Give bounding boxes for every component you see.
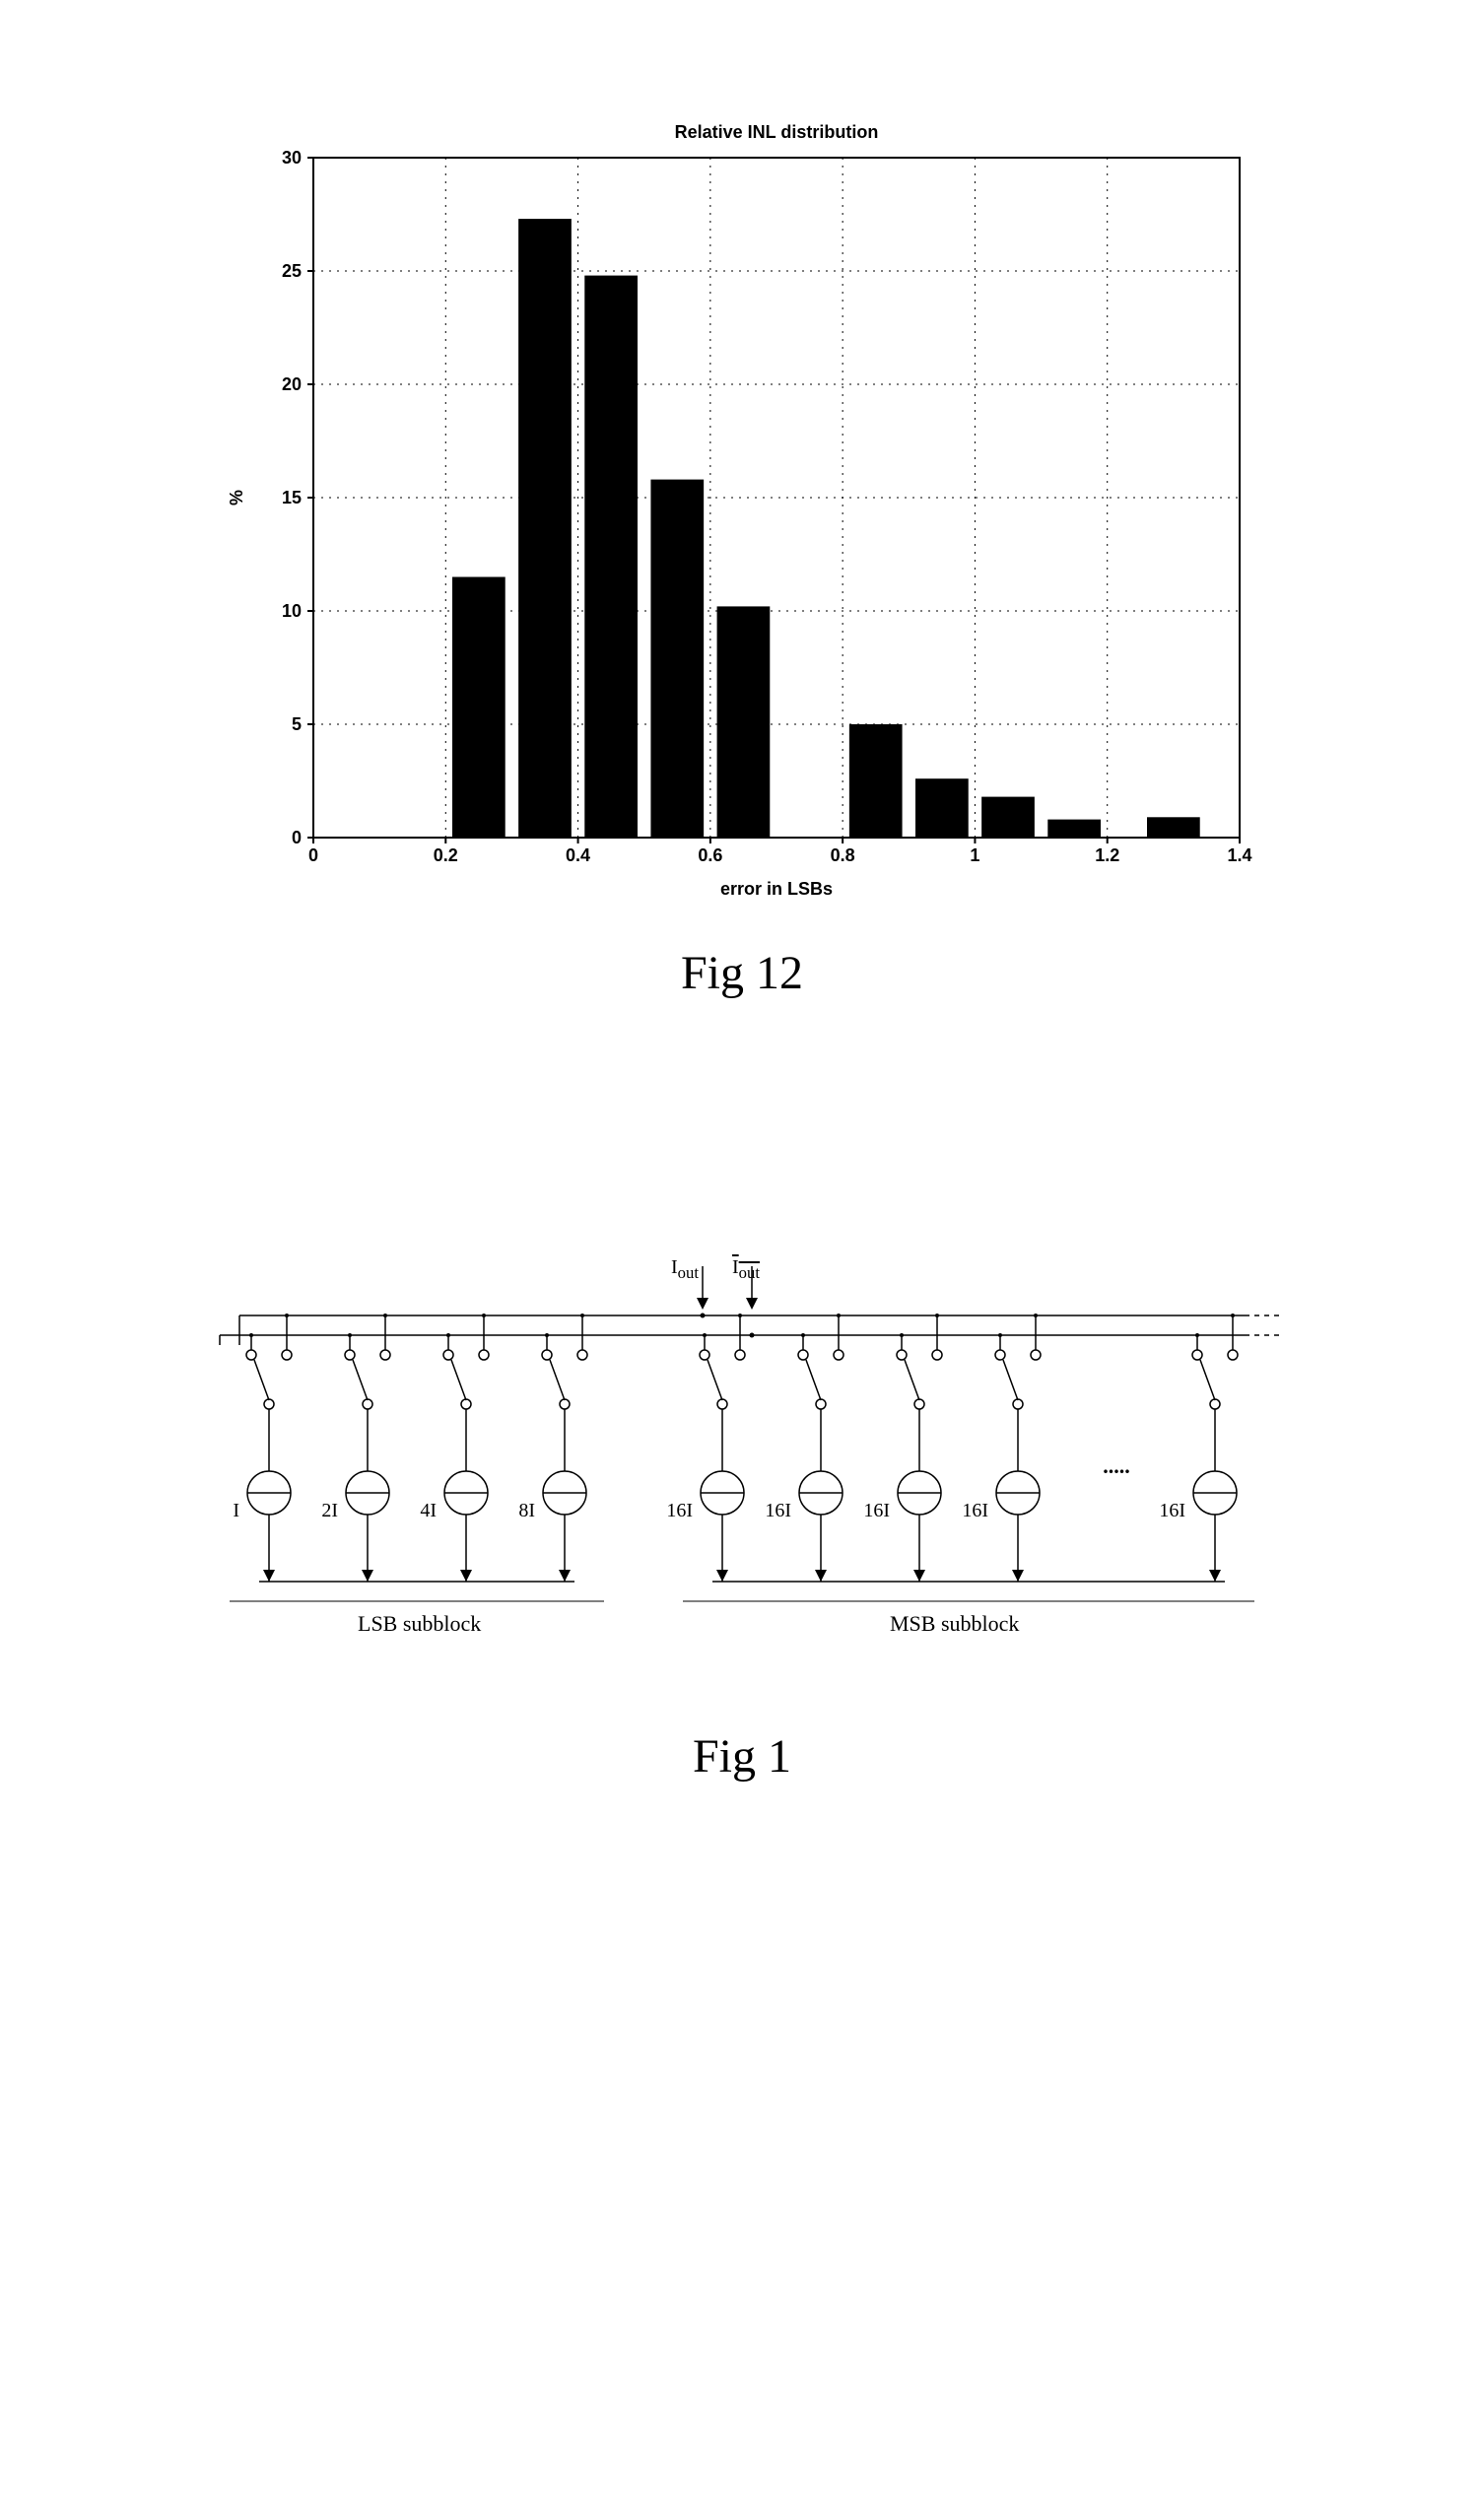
svg-text:30: 30: [282, 148, 302, 168]
svg-text:2I: 2I: [321, 1500, 338, 1521]
svg-text:8I: 8I: [518, 1500, 535, 1521]
svg-text:1.4: 1.4: [1227, 845, 1251, 865]
svg-text:I: I: [233, 1500, 239, 1521]
svg-text:0: 0: [292, 828, 302, 847]
svg-text:1.2: 1.2: [1095, 845, 1119, 865]
svg-text:4I: 4I: [420, 1500, 437, 1521]
svg-text:16I: 16I: [863, 1500, 890, 1521]
chart-svg: 0 5 10 15 20 25 30 0 0.2 0.4 0.6 0.8 1 1.2 1.4 Relative…: [225, 118, 1259, 907]
svg-text:0.4: 0.4: [566, 845, 590, 865]
svg-text:error in LSBs: error in LSBs: [720, 879, 833, 899]
iout-label: Iout: [671, 1256, 699, 1283]
svg-text:0.8: 0.8: [831, 845, 855, 865]
svg-text:16I: 16I: [666, 1500, 693, 1521]
svg-text:1: 1: [970, 845, 979, 865]
svg-text:20: 20: [282, 374, 302, 394]
svg-text:10: 10: [282, 601, 302, 621]
svg-text:0: 0: [308, 845, 318, 865]
fig12-caption: Fig 12: [148, 946, 1336, 1000]
msb-subblock-label: MSB subblock: [890, 1611, 1019, 1637]
svg-text:16I: 16I: [1159, 1500, 1185, 1521]
circuit-svg: I 2I 4I 8I 16I 16I 16I 16I 16I.....: [200, 1256, 1284, 1651]
circuit-diagram: I 2I 4I 8I 16I 16I 16I 16I 16I..... Iout Iout LS…: [200, 1256, 1284, 1651]
svg-text:0.2: 0.2: [434, 845, 458, 865]
svg-text:.....: .....: [1103, 1453, 1130, 1478]
svg-text:16I: 16I: [765, 1500, 791, 1521]
svg-text:5: 5: [292, 714, 302, 734]
svg-text:25: 25: [282, 261, 302, 281]
iout-bar-label: Iout: [732, 1256, 760, 1283]
svg-text:%: %: [227, 490, 246, 506]
fig1-caption: Fig 1: [148, 1729, 1336, 1784]
svg-text:Relative INL distribution: Relative INL distribution: [675, 122, 879, 142]
inl-chart: 0 5 10 15 20 25 30 0 0.2 0.4 0.6 0.8 1 1.2 1.4 Relative…: [225, 118, 1259, 907]
svg-text:16I: 16I: [962, 1500, 988, 1521]
svg-text:0.6: 0.6: [698, 845, 722, 865]
svg-text:15: 15: [282, 488, 302, 507]
lsb-subblock-label: LSB subblock: [358, 1611, 481, 1637]
